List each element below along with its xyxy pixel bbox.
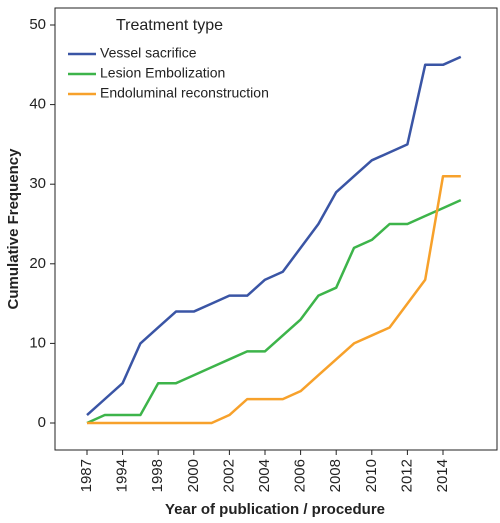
y-tick-label: 30 <box>29 175 46 192</box>
legend-label: Lesion Embolization <box>100 65 225 81</box>
series-line <box>86 198 462 425</box>
y-tick-label: 20 <box>29 255 46 272</box>
x-tick-label: 2002 <box>220 459 237 492</box>
y-tick-label: 50 <box>29 16 46 33</box>
x-tick-label: 1987 <box>78 459 95 492</box>
series-line <box>87 174 461 425</box>
x-tick-label: 2010 <box>363 459 380 492</box>
legend-title: Treatment type <box>116 17 223 34</box>
x-tick-label: 2008 <box>327 459 344 492</box>
y-tick-label: 10 <box>29 334 46 351</box>
x-tick-label: 2000 <box>185 459 202 492</box>
y-tick-label: 0 <box>38 414 46 431</box>
x-axis-title: Year of publication / procedure <box>165 501 385 518</box>
x-tick-label: 1998 <box>149 459 166 492</box>
x-tick-label: 2006 <box>292 459 309 492</box>
y-tick-label: 40 <box>29 96 46 113</box>
x-tick-label: 2004 <box>256 459 273 492</box>
y-axis-title: Cumulative Frequency <box>5 148 22 310</box>
x-tick-label: 2014 <box>434 459 451 492</box>
x-tick-label: 2012 <box>398 459 415 492</box>
legend-label: Vessel sacrifice <box>100 45 197 61</box>
legend-label: Endoluminal reconstruction <box>100 85 269 101</box>
plot-frame <box>54 7 498 451</box>
series-line <box>86 55 462 416</box>
x-tick-label: 1994 <box>114 459 131 492</box>
